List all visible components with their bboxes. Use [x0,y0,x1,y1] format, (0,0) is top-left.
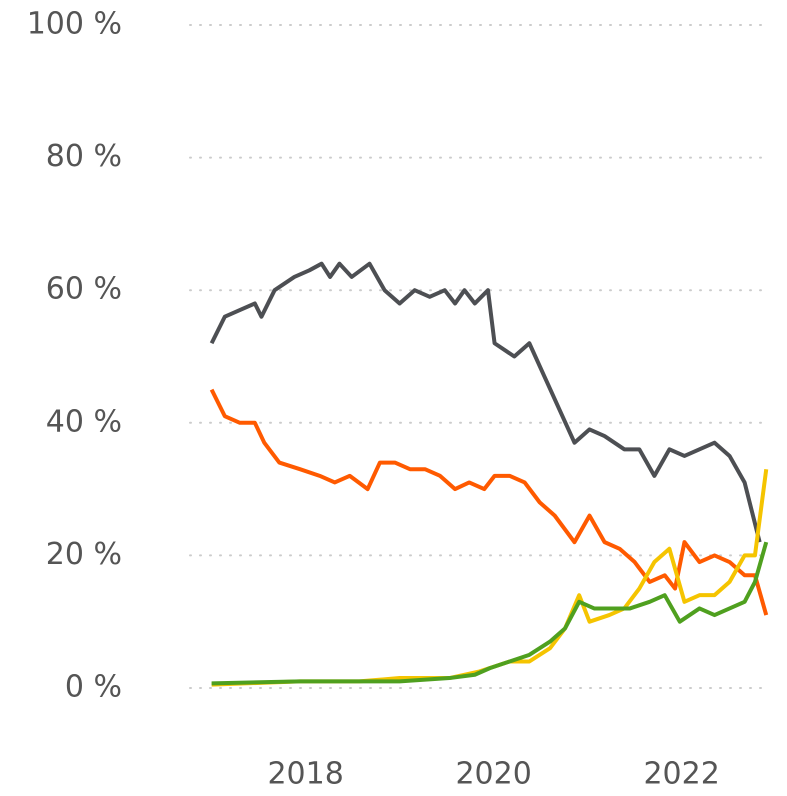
y-tick-label: 20 % [46,537,122,572]
line [209,388,769,616]
x-tick-label: 2022 [643,757,719,792]
y-tick-label: 0 % [65,670,122,705]
y-tick-label: 100 % [27,7,122,42]
line [209,261,762,543]
y-tick-label: 40 % [46,404,122,439]
line [211,468,769,687]
y-tick-label: 80 % [46,139,122,174]
y-tick-label: 60 % [46,272,122,307]
line [211,541,769,686]
x-tick-label: 2018 [267,757,343,792]
x-tick-label: 2020 [455,757,531,792]
